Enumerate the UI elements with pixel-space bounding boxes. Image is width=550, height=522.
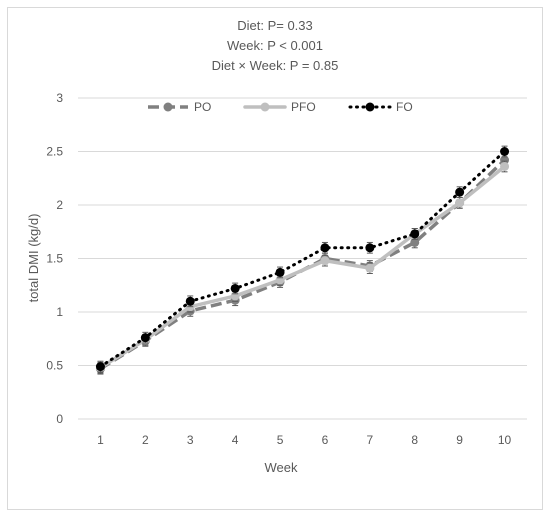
x-tick-label: 2 xyxy=(142,433,149,447)
data-point xyxy=(95,362,105,372)
data-point xyxy=(185,296,195,306)
data-point xyxy=(275,267,285,277)
data-point xyxy=(455,198,465,208)
data-point xyxy=(500,147,510,156)
gridlines xyxy=(78,97,527,420)
data-point xyxy=(500,155,510,165)
data-point xyxy=(410,237,420,247)
x-tick-label: 4 xyxy=(232,433,239,447)
legend-swatch-marker xyxy=(260,102,270,112)
x-tick-label: 7 xyxy=(367,433,374,447)
data-point xyxy=(500,161,510,171)
annotation-interaction: Diet × Week: P = 0.85 xyxy=(212,58,339,73)
data-point xyxy=(320,256,330,266)
y-tick-labels: 0 0.5 1 1.5 2 2.5 3 xyxy=(46,91,63,426)
legend: PO PFO FO xyxy=(148,100,413,114)
series-line-pfo xyxy=(98,164,507,370)
series-fo xyxy=(95,145,510,373)
data-point xyxy=(365,263,375,273)
x-tick-label: 3 xyxy=(187,433,194,447)
x-tick-label: 6 xyxy=(322,433,329,447)
legend-label: FO xyxy=(396,100,413,114)
x-tick-label: 8 xyxy=(411,433,418,447)
x-tick-labels: 1 2 3 4 5 6 7 8 9 10 xyxy=(97,433,511,447)
y-tick-label: 1 xyxy=(56,305,63,319)
data-point xyxy=(455,187,465,197)
x-tick-label: 9 xyxy=(456,433,463,447)
data-point xyxy=(410,229,420,239)
legend-label: PFO xyxy=(291,100,316,114)
y-axis-label: total DMI (kg/d) xyxy=(26,214,41,303)
data-point xyxy=(230,283,240,293)
data-point xyxy=(140,333,150,343)
x-tick-label: 5 xyxy=(277,433,284,447)
legend-item-fo: FO xyxy=(348,100,413,114)
legend-swatch-marker xyxy=(163,102,173,112)
legend-item-po: PO xyxy=(148,100,211,114)
y-tick-label: 0 xyxy=(56,412,63,426)
annotation-diet: Diet: P= 0.33 xyxy=(237,18,313,33)
legend-swatch-marker xyxy=(365,102,375,112)
annotation-week: Week: P < 0.001 xyxy=(227,38,323,53)
y-tick-label: 1.5 xyxy=(46,252,63,266)
y-tick-label: 0.5 xyxy=(46,359,63,373)
x-axis-label: Week xyxy=(265,460,298,475)
legend-label: PO xyxy=(194,100,211,114)
series-line-fo xyxy=(98,150,507,369)
data-point xyxy=(320,243,330,253)
y-tick-label: 3 xyxy=(56,91,63,105)
data-point xyxy=(365,243,375,253)
y-tick-label: 2 xyxy=(56,198,63,212)
y-tick-label: 2.5 xyxy=(46,145,63,159)
x-tick-label: 1 xyxy=(97,433,104,447)
legend-item-pfo: PFO xyxy=(243,100,316,114)
series-layer xyxy=(95,145,510,375)
x-tick-label: 10 xyxy=(498,433,512,447)
